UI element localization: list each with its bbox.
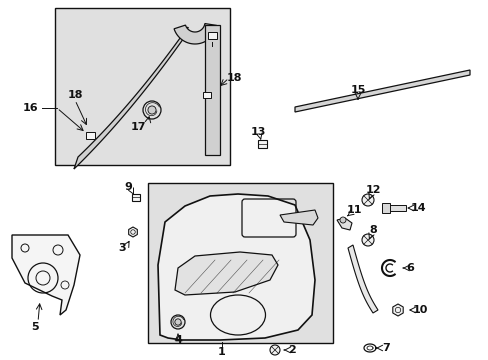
Text: 15: 15 xyxy=(349,85,365,95)
Text: 17: 17 xyxy=(130,122,145,132)
Circle shape xyxy=(175,319,181,325)
Circle shape xyxy=(361,194,373,206)
Polygon shape xyxy=(336,218,351,230)
Circle shape xyxy=(148,106,156,114)
Bar xyxy=(257,140,266,148)
Polygon shape xyxy=(12,235,80,315)
Text: 10: 10 xyxy=(411,305,427,315)
Bar xyxy=(148,183,332,343)
Bar xyxy=(55,8,229,165)
Text: 2: 2 xyxy=(287,345,295,355)
Text: 11: 11 xyxy=(346,205,361,215)
Circle shape xyxy=(269,345,280,355)
Text: 7: 7 xyxy=(381,343,389,353)
Bar xyxy=(203,92,210,98)
Text: 3: 3 xyxy=(118,243,125,253)
Polygon shape xyxy=(347,245,377,313)
Polygon shape xyxy=(128,227,137,237)
Polygon shape xyxy=(174,23,216,44)
Text: 18: 18 xyxy=(67,90,82,100)
Polygon shape xyxy=(74,27,187,169)
Text: 8: 8 xyxy=(368,225,376,235)
Circle shape xyxy=(171,315,184,329)
Text: 1: 1 xyxy=(218,347,225,357)
Text: 4: 4 xyxy=(174,335,182,345)
Bar xyxy=(132,194,140,201)
Polygon shape xyxy=(392,304,403,316)
Text: 14: 14 xyxy=(409,203,425,213)
Polygon shape xyxy=(175,252,278,295)
Polygon shape xyxy=(158,194,314,340)
Bar xyxy=(207,31,216,39)
Text: 5: 5 xyxy=(31,322,39,332)
Polygon shape xyxy=(280,210,317,225)
Bar xyxy=(85,131,94,139)
Text: 16: 16 xyxy=(22,103,38,113)
Text: 6: 6 xyxy=(405,263,413,273)
Text: 13: 13 xyxy=(250,127,265,137)
Circle shape xyxy=(142,101,161,119)
Polygon shape xyxy=(204,25,220,155)
Circle shape xyxy=(361,234,373,246)
Text: 12: 12 xyxy=(365,185,380,195)
Polygon shape xyxy=(381,205,405,211)
Polygon shape xyxy=(381,203,389,213)
Text: 9: 9 xyxy=(124,182,132,192)
Text: 18: 18 xyxy=(226,73,241,83)
Circle shape xyxy=(339,217,346,223)
Polygon shape xyxy=(294,70,469,112)
